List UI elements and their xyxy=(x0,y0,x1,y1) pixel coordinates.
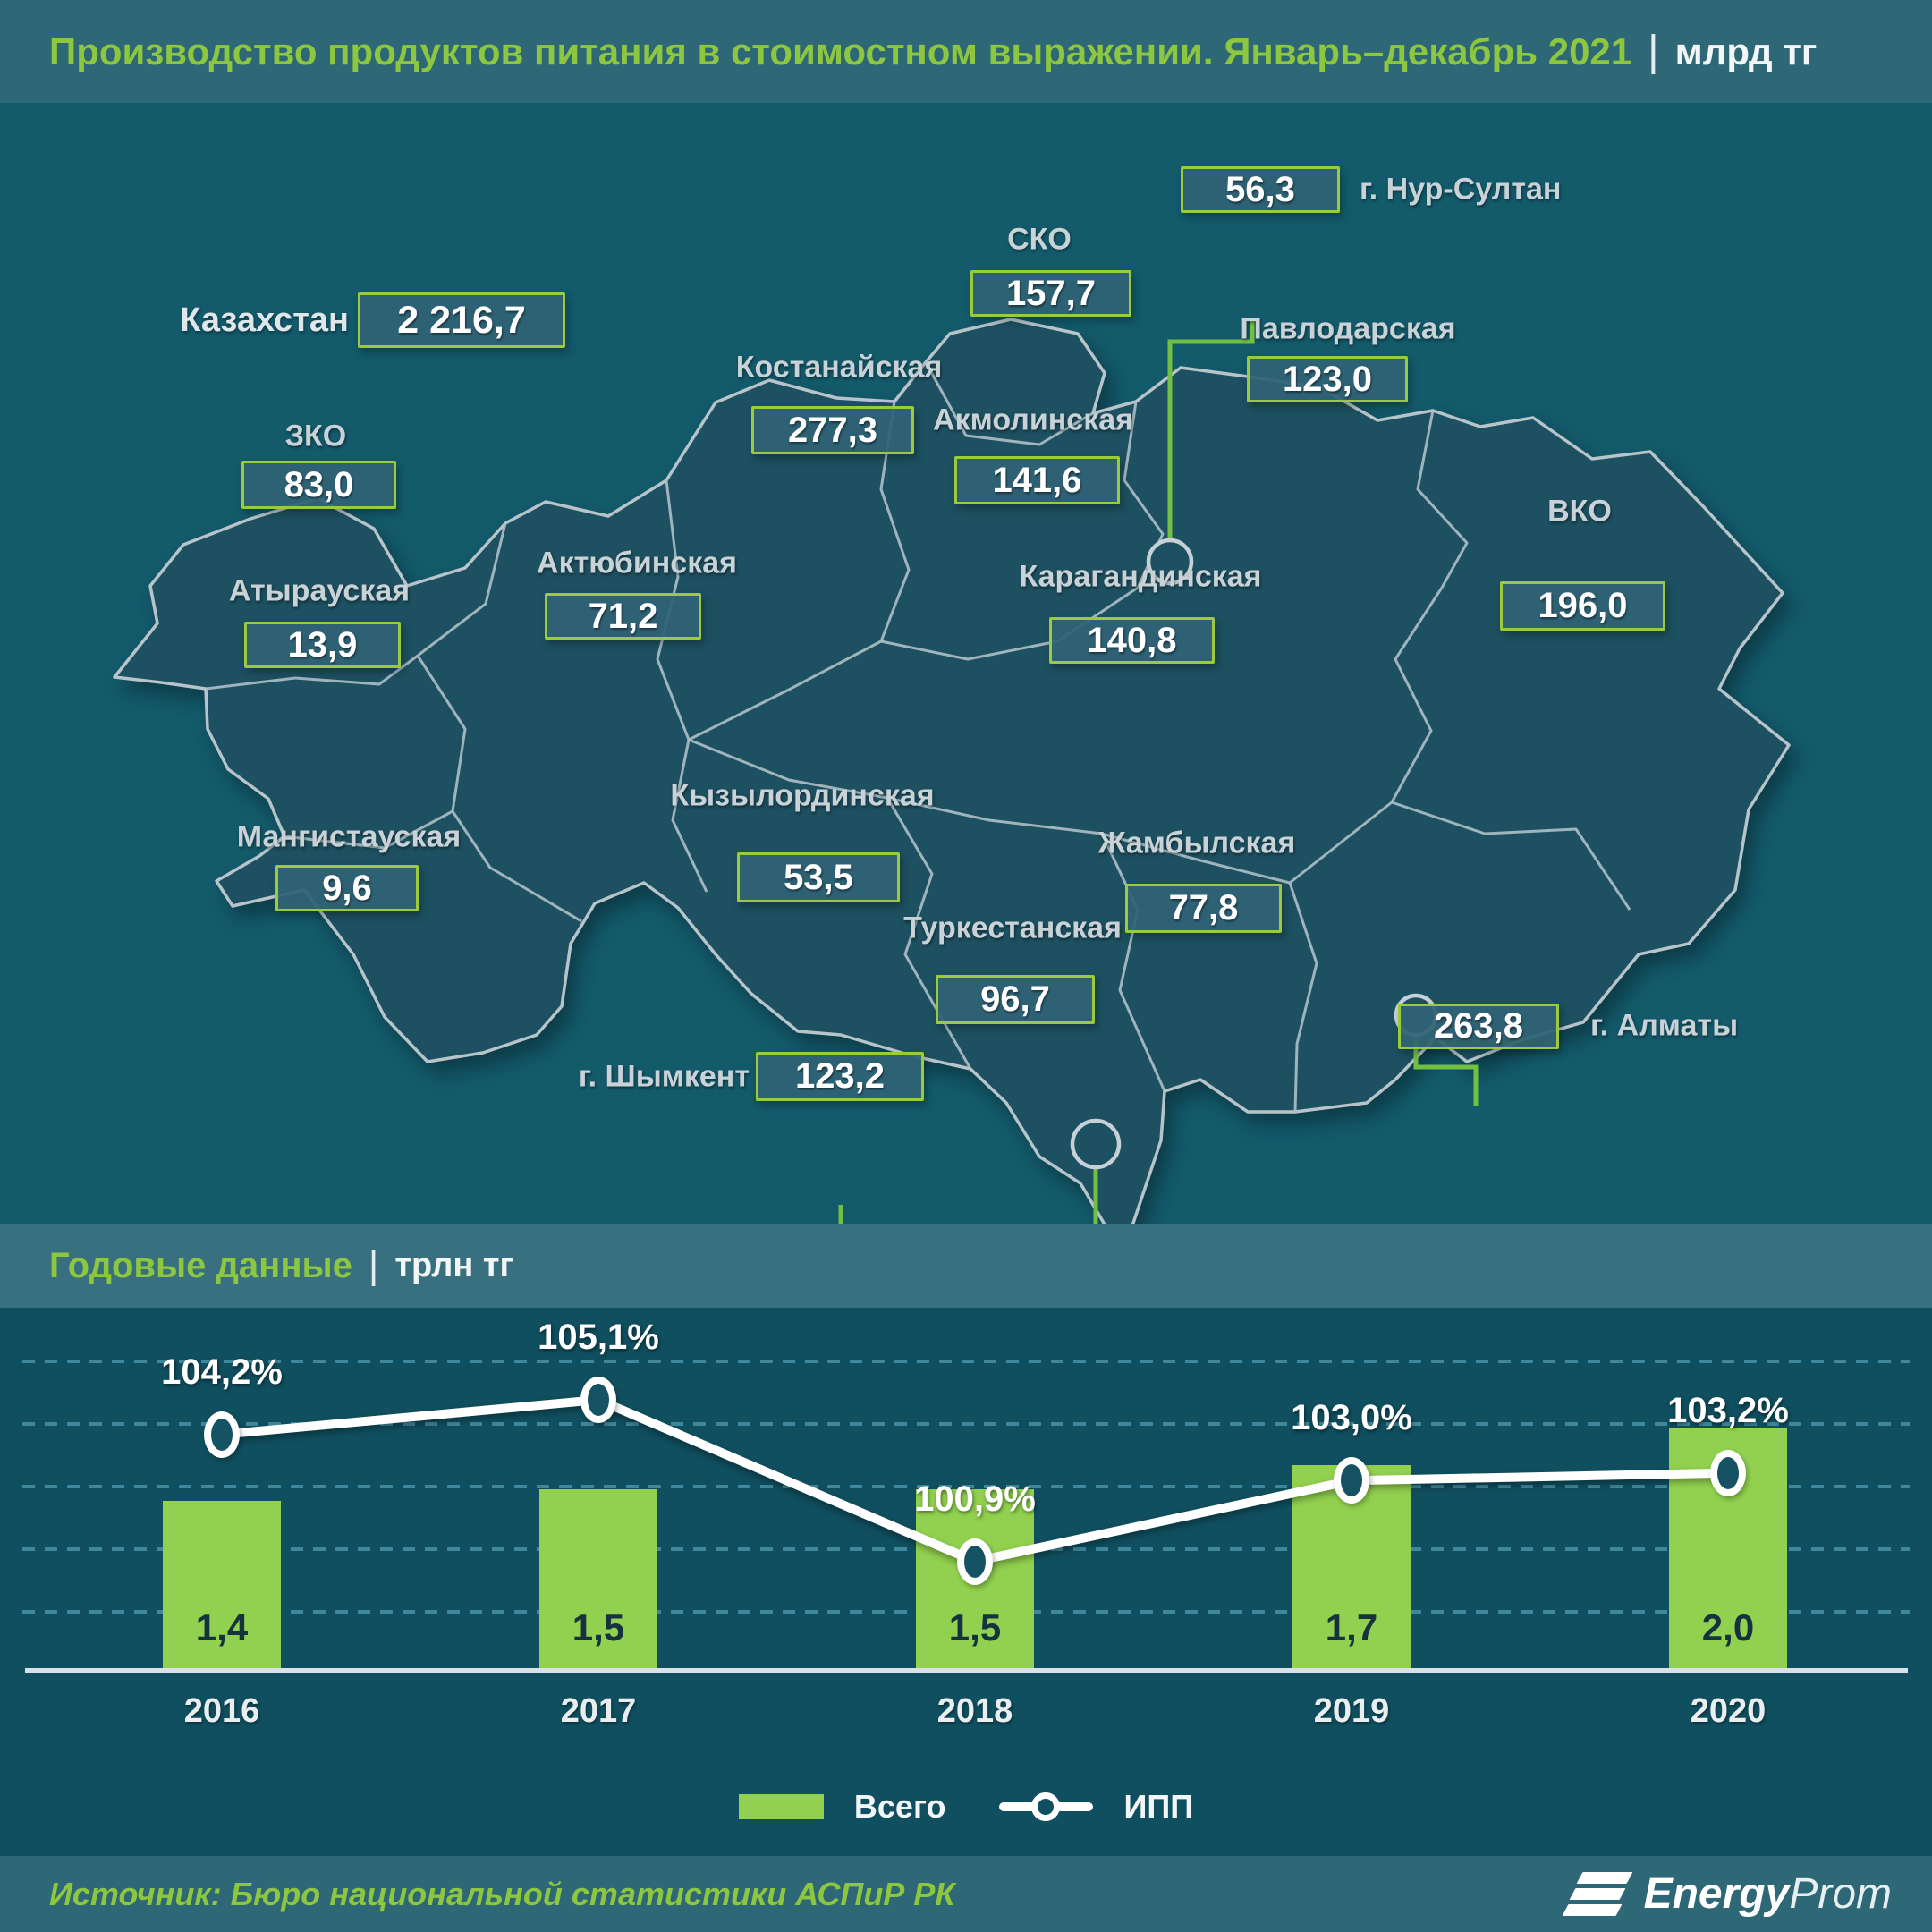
section-band: Годовые данные | трлн тг xyxy=(0,1224,1932,1308)
region-value-box-almaty: 263,8 xyxy=(1398,1004,1559,1049)
region-label-almaty: г. Алматы xyxy=(1590,1008,1739,1043)
region-label-zhambyl: Жамбылская xyxy=(1097,826,1296,860)
region-value-box-kostanay: 277,3 xyxy=(751,406,914,454)
x-axis-line xyxy=(25,1668,1908,1673)
region-value-box-mangystau: 9,6 xyxy=(275,865,419,911)
section-title: Годовые данные xyxy=(49,1245,352,1285)
region-label-aktobe: Актюбинская xyxy=(537,546,737,580)
gridline-2 xyxy=(22,1485,1910,1488)
gridline-0 xyxy=(22,1360,1910,1363)
region-label-karaganda: Карагандинская xyxy=(1019,559,1262,594)
region-value-box-karaganda: 140,8 xyxy=(1049,617,1215,664)
title-separator: | xyxy=(1648,28,1659,75)
ipp-line xyxy=(217,1395,1733,1566)
shymkent-city-marker xyxy=(1070,1118,1122,1170)
bar-2016 xyxy=(163,1501,281,1672)
region-value-box-nur_sultan: 56,3 xyxy=(1181,166,1340,213)
chart-legend: Всего ИПП xyxy=(0,1784,1932,1829)
country-outline xyxy=(113,318,1791,1257)
region-value-box-pavlodar: 123,0 xyxy=(1247,356,1408,402)
region-value-box-akmola: 141,6 xyxy=(954,456,1120,504)
country-label: Казахстан xyxy=(180,301,349,339)
region-label-sko: СКО xyxy=(1007,222,1072,257)
region-value-box-turkestan: 96,7 xyxy=(936,975,1095,1024)
map-shape-svg xyxy=(113,318,1791,1268)
almaty-connector xyxy=(1413,1036,1479,1106)
region-value-box-sko: 157,7 xyxy=(970,270,1131,317)
legend-bar-label: Всего xyxy=(853,1788,946,1825)
section-separator: | xyxy=(368,1243,379,1287)
energyprom-logo: EnergyProm xyxy=(1562,1869,1892,1919)
region-label-atyrau: Атырауская xyxy=(228,573,411,608)
region-label-zko: ЗКО xyxy=(284,419,347,453)
region-value-box-kyzylorda: 53,5 xyxy=(737,852,900,902)
source-text: Источник: Бюро национальной статистики А… xyxy=(49,1875,955,1912)
region-label-mangystau: Мангистауская xyxy=(236,819,462,854)
nur-sultan-connector xyxy=(1167,318,1255,540)
region-value-box-aktobe: 71,2 xyxy=(545,593,701,640)
region-label-pavlodar: Павлодарская xyxy=(1240,311,1456,346)
legend-bar-swatch xyxy=(738,1794,824,1819)
region-label-kostanay: Костанайская xyxy=(735,350,943,385)
region-label-vko: ВКО xyxy=(1547,494,1612,529)
region-value-box-vko: 196,0 xyxy=(1500,581,1665,631)
country-value-box: 2 216,7 xyxy=(358,292,565,348)
legend-line-label: ИПП xyxy=(1123,1788,1194,1825)
region-label-kyzylorda: Кызылординская xyxy=(670,778,935,813)
section-unit: трлн тг xyxy=(394,1246,514,1284)
region-value-box-zhambyl: 77,8 xyxy=(1125,884,1282,933)
header-band: Производство продуктов питания в стоимос… xyxy=(0,0,1932,103)
nur-sultan-city-marker xyxy=(1146,538,1194,586)
region-value-box-zko: 83,0 xyxy=(242,461,396,509)
region-label-shymkent: г. Шымкент xyxy=(578,1059,750,1094)
legend-line-icon xyxy=(999,1792,1094,1822)
gridline-1 xyxy=(22,1422,1910,1426)
kazakhstan-map: Казахстан 2 216,7 СКО 157,7 Костанайская 27… xyxy=(0,103,1932,1268)
page-title: Производство продуктов питания в стоимос… xyxy=(49,30,1632,72)
footer-band: Источник: Бюро национальной статистики А… xyxy=(0,1856,1932,1932)
region-label-akmola: Акмолинская xyxy=(933,402,1133,437)
region-value-box-shymkent: 123,2 xyxy=(756,1052,924,1101)
title-unit: млрд тг xyxy=(1674,30,1818,72)
bar-2017 xyxy=(539,1488,657,1672)
region-label-turkestan: Туркестанская xyxy=(903,911,1122,945)
region-value-box-atyrau: 13,9 xyxy=(244,622,401,668)
region-label-nur_sultan: г. Нур-Султан xyxy=(1360,172,1562,207)
